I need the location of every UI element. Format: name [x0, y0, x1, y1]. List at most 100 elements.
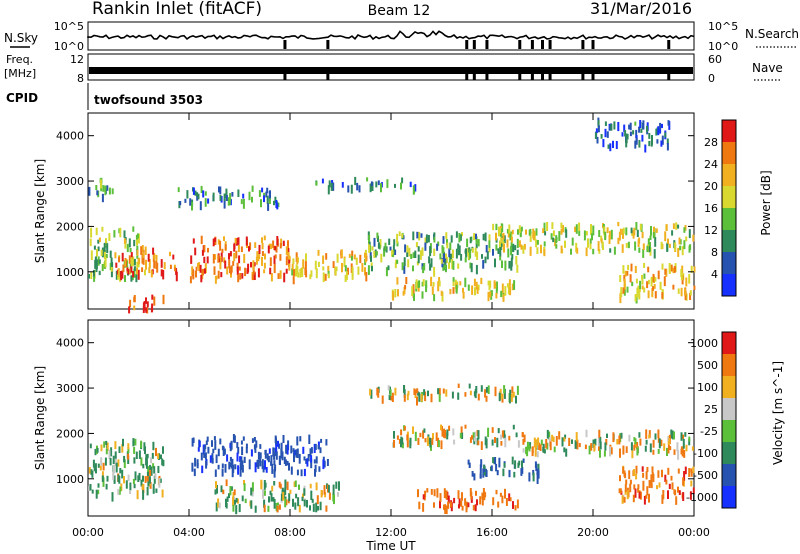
cell-10-77 [598, 230, 601, 237]
cell-10-117 [625, 243, 628, 248]
cell-9-48 [433, 232, 436, 237]
cell-9-118 [437, 241, 440, 247]
cell-7-65 [543, 449, 546, 454]
cell-6-43 [327, 270, 330, 276]
cell-2-57 [309, 505, 311, 511]
cell-8-71 [452, 277, 455, 282]
cell-9-33 [484, 232, 487, 242]
cell-8-11 [462, 291, 465, 299]
cell-11-56 [634, 121, 637, 126]
cell-7-30 [564, 434, 567, 439]
cell-1-87 [274, 435, 277, 444]
cell-4-123 [264, 253, 266, 260]
cell-8-79 [624, 484, 627, 492]
cell-11-13 [624, 130, 627, 137]
cell-3-37 [400, 429, 403, 436]
cell-8-0 [661, 494, 664, 504]
cell-1-78 [229, 462, 232, 468]
cell-2-76 [250, 487, 253, 496]
cell-7-46 [599, 436, 602, 444]
cell-8-6 [475, 281, 478, 290]
cell-12-17 [623, 274, 626, 282]
cell-11-64 [664, 132, 667, 138]
cell-7-64 [648, 430, 651, 438]
cell-3-41 [446, 429, 449, 436]
cell-1-147 [272, 447, 275, 457]
cell-2-75 [278, 504, 281, 510]
cell-1-101 [194, 457, 197, 467]
cell-0-31 [133, 447, 136, 454]
cell-2-109 [234, 499, 236, 505]
cell-1-164 [206, 436, 209, 442]
cell-9-164 [370, 262, 373, 269]
cell-7-15 [377, 180, 380, 186]
cell-3-6 [440, 440, 443, 450]
cell-8-52 [635, 473, 638, 480]
cell-4-28 [189, 276, 192, 284]
cell-5-47 [443, 488, 446, 499]
cell-8-63 [690, 471, 693, 477]
cell-8-6 [677, 468, 680, 474]
cell-1-83 [309, 448, 312, 457]
cell-1-143 [253, 437, 256, 442]
cell-0-96 [145, 457, 148, 466]
cell-5-39 [204, 191, 207, 196]
cell-3-73 [512, 424, 515, 430]
cell-10-120 [499, 231, 502, 237]
cell-5-31 [481, 497, 484, 506]
cell-5-22 [266, 195, 269, 204]
cell-1-116 [241, 465, 244, 473]
cell-0-69 [104, 457, 107, 466]
cell-8-27 [501, 283, 504, 294]
cell-7-39 [575, 432, 578, 442]
cell-10-76 [681, 246, 684, 256]
cell-10-164 [499, 247, 502, 257]
cell-7-82 [639, 438, 642, 446]
cell-4-38 [494, 386, 497, 397]
cell-4-14 [282, 240, 285, 246]
cell-5-49 [227, 197, 230, 206]
cell-12-55 [641, 279, 644, 285]
cell-6-6 [479, 464, 482, 473]
cell-10-175 [508, 224, 511, 234]
cell-4-120 [283, 272, 286, 283]
cell-5-46 [443, 504, 445, 510]
cell-1-32 [317, 445, 320, 450]
cell-0-28 [98, 270, 101, 276]
cell-10-179 [638, 237, 641, 244]
cell-2-46 [302, 493, 304, 498]
cell-9-169 [433, 236, 436, 243]
cell-8-51 [683, 471, 686, 481]
cell-9-121 [486, 251, 489, 260]
cell-7-4 [588, 445, 591, 455]
cell-5-12 [458, 498, 461, 507]
cell-8-68 [646, 467, 649, 472]
xtick-label-0: 00:00 [72, 526, 104, 539]
cell-7-42 [684, 432, 687, 437]
cell-2-96 [332, 484, 335, 495]
xtick-label-4: 16:00 [476, 526, 508, 539]
cell-6-15 [299, 268, 302, 278]
cell-8-59 [619, 475, 621, 482]
cell-3-13 [469, 437, 472, 443]
cell-1-0 [111, 188, 114, 195]
cell-8-35 [632, 494, 635, 503]
cell-11-57 [615, 141, 618, 149]
cell-3-67 [491, 427, 494, 433]
cell-0-87 [106, 475, 109, 482]
cell-0-67 [133, 457, 136, 464]
cell-6-28 [309, 274, 312, 280]
cell-0-129 [155, 447, 157, 457]
cell-9-72 [396, 241, 399, 247]
cell-12-42 [624, 270, 627, 277]
cell-5-7 [472, 504, 475, 511]
cell-9-71 [467, 248, 470, 257]
cell-8-40 [471, 285, 474, 295]
cell-0-128 [127, 443, 130, 450]
cell-8-76 [637, 487, 640, 493]
cell-1-80 [318, 466, 321, 472]
cell-1-150 [266, 453, 269, 461]
cell-8-48 [621, 495, 624, 504]
cell-7-78 [652, 449, 655, 455]
cell-0-120 [158, 478, 161, 488]
